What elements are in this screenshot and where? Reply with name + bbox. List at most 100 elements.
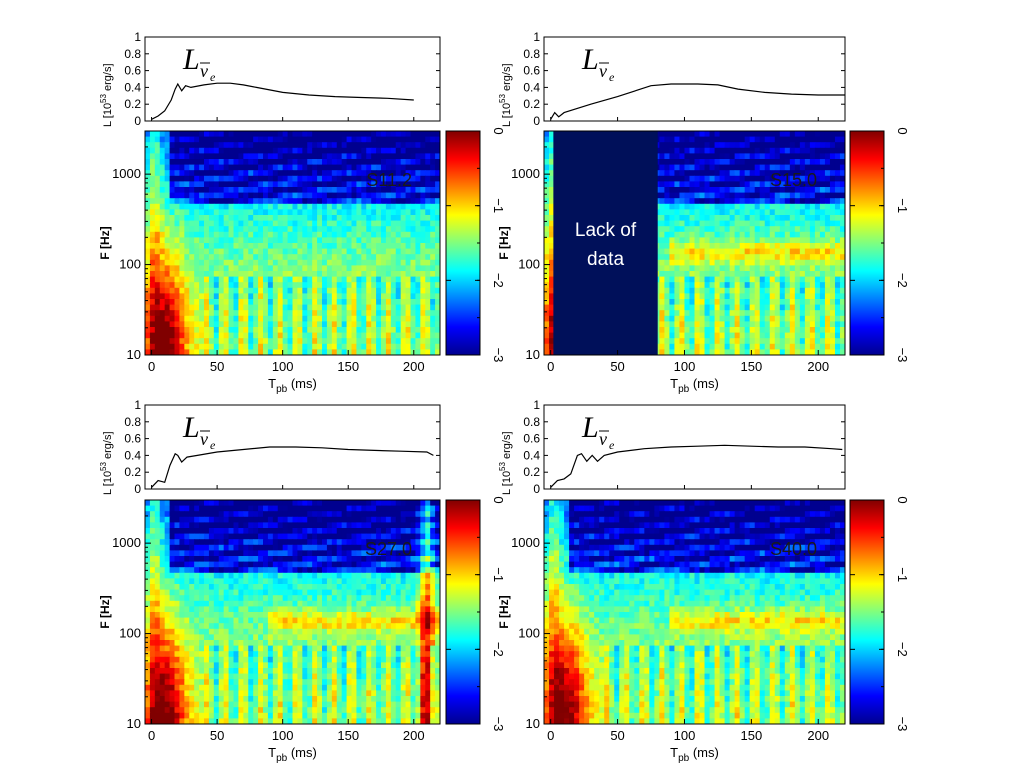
spectrogram-cell: [278, 277, 284, 283]
spectrogram-cell: [312, 344, 318, 350]
spectrogram-cell: [371, 305, 377, 311]
spectrogram-cell: [302, 165, 308, 171]
spectrogram-cell: [243, 299, 249, 305]
spectrogram-cell: [720, 277, 726, 283]
spectrogram-cell: [229, 293, 235, 299]
spectrogram-cell: [278, 226, 284, 232]
spectrogram-cell: [356, 198, 362, 204]
spectrogram-cell: [165, 293, 171, 299]
spectrogram-cell: [780, 310, 786, 316]
spectrogram-cell: [684, 344, 690, 350]
spectrogram-cell: [312, 142, 318, 148]
spectrogram-cell: [288, 305, 294, 311]
spectrogram-cell: [179, 221, 185, 227]
spectrogram-cell: [366, 271, 372, 277]
spectrogram-cell: [150, 321, 156, 327]
spectrogram-cell: [371, 209, 377, 215]
spectrogram-cell: [332, 299, 338, 305]
spectrogram-cell: [381, 333, 387, 339]
spectrogram-cell: [669, 159, 675, 165]
spectrogram-cell: [322, 265, 328, 271]
spectrogram-cell: [735, 181, 741, 187]
spectrogram-cell: [219, 209, 225, 215]
spectrogram-cell: [288, 153, 294, 159]
spectrogram-cell: [415, 193, 421, 199]
spectrogram-cell: [700, 282, 706, 288]
spectrogram-cell: [352, 181, 358, 187]
spectrogram-cell: [381, 338, 387, 344]
spectrogram-cell: [263, 321, 269, 327]
spectrogram-cell: [248, 142, 254, 148]
spectrogram-cell: [288, 209, 294, 215]
spectrogram-cell: [415, 271, 421, 277]
spectrogram-cell: [710, 243, 716, 249]
spectrogram-cell: [297, 193, 303, 199]
spectrogram-cell: [342, 254, 348, 260]
spectrogram-cell: [835, 243, 841, 249]
spectrogram-cell: [664, 249, 670, 255]
spectrogram-cell: [805, 131, 811, 137]
spectrogram-cell: [356, 271, 362, 277]
spectrogram-cell: [805, 232, 811, 238]
spectrogram-cell: [253, 293, 259, 299]
spectrogram-cell: [263, 338, 269, 344]
spectrogram-cell: [150, 243, 156, 249]
spectrogram-cell: [145, 204, 151, 210]
spectrogram-cell: [755, 265, 761, 271]
spectrogram-cell: [689, 265, 695, 271]
spectrogram-cell: [371, 321, 377, 327]
spectrogram-cell: [234, 193, 240, 199]
spectrogram-cell: [805, 193, 811, 199]
spectrogram-cell: [800, 232, 806, 238]
spectrogram-cell: [674, 148, 680, 154]
spectrogram-cell: [745, 344, 751, 350]
spectrogram-cell: [199, 181, 205, 187]
spectrogram-cell: [322, 288, 328, 294]
spectrogram-cell: [263, 226, 269, 232]
spectrogram-cell: [406, 316, 412, 322]
spectrogram-cell: [278, 338, 284, 344]
spectrogram-cell: [371, 131, 377, 137]
spectrogram-cell: [293, 271, 299, 277]
spectrogram-cell: [745, 142, 751, 148]
spectrogram-cell: [765, 221, 771, 227]
spectrogram-cell: [430, 142, 436, 148]
spectrogram-cell: [406, 293, 412, 299]
spectrogram-cell: [544, 215, 550, 221]
spectrogram-cell: [179, 142, 185, 148]
spectrogram-cell: [401, 204, 407, 210]
spectrogram-cell: [430, 254, 436, 260]
spectrogram-cell: [376, 254, 382, 260]
spectrogram-cell: [735, 165, 741, 171]
spectrogram-cell: [411, 142, 417, 148]
spectrogram-cell: [160, 265, 166, 271]
spectrogram-cell: [750, 327, 756, 333]
spectrogram-cell: [695, 249, 701, 255]
spectrogram-cell: [750, 316, 756, 322]
spectrogram-cell: [297, 249, 303, 255]
spectrogram-cell: [715, 305, 721, 311]
spectrogram-cell: [705, 204, 711, 210]
spectrogram-cell: [835, 277, 841, 283]
spectrogram-cell: [740, 181, 746, 187]
spectrogram-cell: [684, 288, 690, 294]
spectrogram-cell: [229, 265, 235, 271]
spectrogram-cell: [184, 260, 190, 266]
spectrogram-cell: [312, 232, 318, 238]
spectrogram-cell: [830, 176, 836, 182]
spectrogram-cell: [342, 170, 348, 176]
spectrogram-cell: [342, 221, 348, 227]
spectrogram-cell: [391, 344, 397, 350]
spectrogram-cell: [238, 165, 244, 171]
spectrogram-cell: [253, 288, 259, 294]
spectrogram-cell: [155, 254, 161, 260]
spectrogram-cell: [199, 333, 205, 339]
spectrogram-cell: [352, 249, 358, 255]
spectrogram-cell: [785, 333, 791, 339]
spectrogram-cell: [175, 131, 181, 137]
spectrogram-cell: [155, 215, 161, 221]
spectrogram-cell: [322, 176, 328, 182]
spectrogram-cell: [356, 277, 362, 283]
spectrogram-cell: [184, 148, 190, 154]
spectrogram-cell: [332, 316, 338, 322]
